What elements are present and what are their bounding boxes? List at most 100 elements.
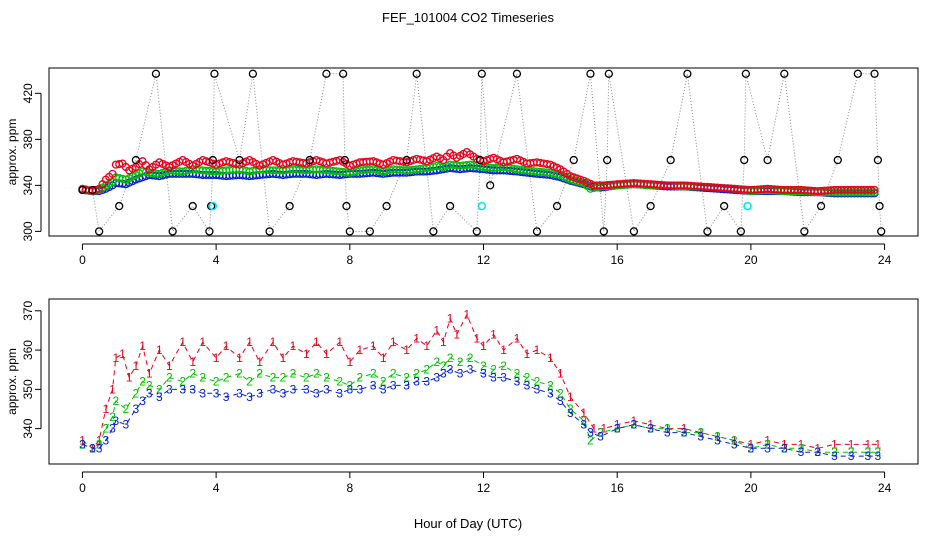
series-1-marker: 1 <box>79 433 86 447</box>
series-2-marker: 2 <box>346 378 353 392</box>
series-3-marker: 3 <box>146 386 153 400</box>
series-1-marker: 1 <box>346 355 353 369</box>
series-1-marker: 1 <box>875 437 882 451</box>
series-2-marker: 2 <box>313 367 320 381</box>
series-2-marker: 2 <box>380 375 387 389</box>
series-3-marker: 3 <box>865 449 872 463</box>
series-1-marker: 1 <box>614 418 621 432</box>
raw-point <box>800 227 809 236</box>
y-tick-label: 370 <box>21 300 35 320</box>
raw-point <box>477 69 486 78</box>
x-tick-label: 12 <box>477 481 491 495</box>
series-1-marker: 1 <box>119 347 126 361</box>
series-2-marker: 2 <box>102 422 109 436</box>
series-3-marker: 3 <box>848 449 855 463</box>
series-3-marker: 3 <box>256 386 263 400</box>
series-3-marker: 3 <box>79 437 86 451</box>
series-1-marker: 1 <box>223 339 230 353</box>
series-3-marker: 3 <box>270 382 277 396</box>
series-1-marker: 1 <box>748 437 755 451</box>
x-tick-label: 20 <box>744 481 758 495</box>
raw-point <box>402 155 411 165</box>
series-1-marker: 1 <box>280 351 287 365</box>
series-3-marker: 3 <box>113 414 120 428</box>
series-1-marker: 1 <box>557 367 564 381</box>
series-1-marker: 1 <box>113 351 120 365</box>
series-2-marker: 2 <box>146 378 153 392</box>
series-1-marker: 1 <box>547 351 554 365</box>
y-tick-label: 420 <box>21 83 35 103</box>
series-1-marker: 1 <box>647 418 654 432</box>
series-2-marker: 2 <box>587 433 594 447</box>
series-1-marker: 1 <box>798 437 805 451</box>
series-1-marker: 1 <box>156 343 163 357</box>
series-3-marker: 3 <box>102 433 109 447</box>
series-3-marker: 3 <box>480 367 487 381</box>
series-3-marker: 3 <box>370 378 377 392</box>
series-1-marker: 1 <box>109 382 116 396</box>
y-tick-label: 340 <box>21 175 35 195</box>
raw-point <box>208 155 217 165</box>
raw-point <box>345 227 354 236</box>
series-2-marker: 2 <box>113 394 120 408</box>
series-2-marker: 2 <box>764 437 771 451</box>
raw-point <box>532 227 542 236</box>
series-1-marker: 1 <box>146 367 153 381</box>
series-1-marker: 1 <box>390 335 397 349</box>
series-3-marker: 3 <box>413 375 420 389</box>
x-tick-label: 16 <box>611 253 625 267</box>
raw-point <box>188 201 197 211</box>
raw-point <box>88 185 97 195</box>
series-3-marker: 3 <box>213 386 220 400</box>
series-2-marker: 2 <box>133 386 140 400</box>
x-tick-label: 0 <box>79 481 86 495</box>
raw-point <box>763 155 772 165</box>
x-tick-label: 0 <box>79 253 86 267</box>
raw-point <box>285 201 294 211</box>
raw-point <box>741 69 751 78</box>
series-2-marker: 2 <box>631 418 638 432</box>
series-1-marker: 1 <box>714 430 721 444</box>
series-2-marker: 2 <box>490 363 497 377</box>
series-3-marker: 3 <box>89 441 96 455</box>
y-tick-label: 360 <box>21 340 35 360</box>
x-tick-label: 12 <box>477 253 491 267</box>
series-2-marker: 2 <box>433 355 440 369</box>
series-2-marker: 2 <box>781 441 788 455</box>
raw-point <box>873 155 883 165</box>
series-1-marker: 1 <box>831 437 838 451</box>
series-1-marker: 1 <box>102 402 109 416</box>
series-2-marker: 2 <box>109 410 116 424</box>
series-2-marker: 2 <box>280 371 287 385</box>
series-3-marker: 3 <box>156 390 163 404</box>
series-2-marker: 2 <box>447 351 454 365</box>
series-3-marker: 3 <box>681 426 688 440</box>
raw-point <box>472 227 481 236</box>
x-tick-label: 4 <box>213 481 220 495</box>
raw-point <box>719 201 729 211</box>
raw-point <box>305 155 314 165</box>
raw-point <box>552 201 562 211</box>
raw-point <box>342 201 351 211</box>
series-2-marker: 2 <box>875 445 882 459</box>
series-2-marker: 2 <box>731 433 738 447</box>
series-3-marker: 3 <box>781 441 788 455</box>
raw-point <box>382 201 391 211</box>
series-3-marker: 3 <box>467 363 474 377</box>
series-3-line <box>82 369 878 457</box>
y-axis-label: approx. ppm <box>5 119 19 186</box>
raw-point <box>94 227 104 236</box>
series-1-marker: 1 <box>473 331 480 345</box>
series-3-marker: 3 <box>814 445 821 459</box>
series-3-marker: 3 <box>440 367 447 381</box>
series-2-marker: 2 <box>614 422 621 436</box>
series-2-marker: 2 <box>865 445 872 459</box>
raw-point <box>853 69 862 78</box>
series-2-marker: 2 <box>557 386 564 400</box>
series-3-marker: 3 <box>580 418 587 432</box>
series-2-marker: 2 <box>390 367 397 381</box>
series-1-marker: 1 <box>370 339 377 353</box>
series-1-marker: 1 <box>423 339 430 353</box>
series-1-marker: 1 <box>336 335 343 349</box>
